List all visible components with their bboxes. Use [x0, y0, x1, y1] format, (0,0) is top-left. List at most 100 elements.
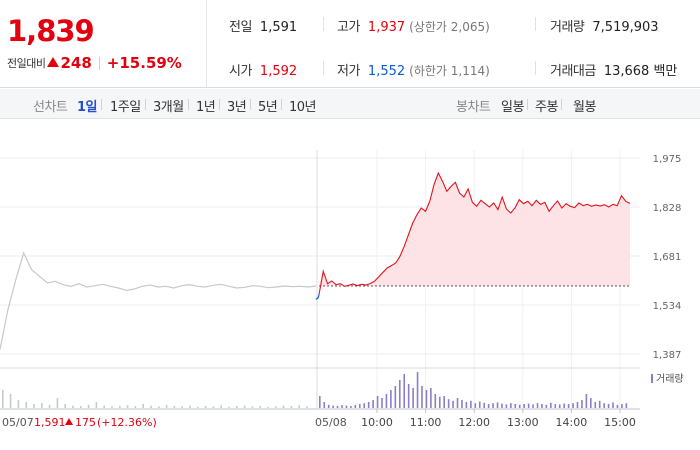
stat-open: 시가 1,592: [229, 60, 297, 79]
tab-1y[interactable]: 1년: [196, 100, 216, 115]
volume-bar: [243, 405, 246, 408]
volume-bar: [236, 406, 238, 408]
tab-divider: [219, 99, 220, 110]
stat-label: 거래대금: [550, 64, 596, 79]
divider: [535, 17, 536, 31]
volume-bar: [558, 404, 561, 408]
volume-bar: [496, 402, 499, 408]
tab-1w[interactable]: 1주일: [110, 100, 141, 115]
y-tick-label: 1,681: [653, 252, 682, 263]
volume-bar: [142, 404, 144, 408]
today-price-line: [318, 171, 631, 295]
volume-bar: [363, 403, 366, 408]
volume-bar: [407, 384, 410, 408]
volume-bar: [550, 402, 552, 408]
tab-divider: [188, 99, 189, 110]
x-tick-label: 13:00: [507, 416, 539, 429]
change-label: 전일대비: [7, 57, 46, 70]
volume-bar: [541, 404, 543, 408]
upper-limit: (상한가 2,065): [409, 20, 490, 34]
tab-1d[interactable]: 1일: [77, 100, 98, 115]
tab-divider: [101, 99, 102, 110]
tab-10y[interactable]: 10년: [289, 100, 317, 115]
volume-bar: [197, 406, 199, 408]
change-row: 전일대비 248 +15.59%: [7, 54, 182, 72]
stat-volume: 거래량 7,519,903: [550, 16, 659, 35]
tab-3m[interactable]: 3개월: [153, 100, 184, 115]
tab-5y[interactable]: 5년: [258, 100, 278, 115]
change-amount: 248: [60, 54, 92, 72]
volume-bar: [527, 403, 530, 408]
volume-bar: [367, 402, 370, 408]
volume-bar: [56, 398, 59, 408]
divider: [323, 61, 324, 75]
volume-bar: [523, 404, 525, 408]
volume-bar: [173, 406, 176, 408]
volume-bar: [134, 406, 137, 408]
volume-bar: [434, 394, 437, 408]
volume-bar: [590, 398, 592, 408]
volume-bar: [585, 394, 588, 408]
tab-divider: [145, 99, 146, 110]
volume-bar: [298, 405, 300, 408]
volume-bar: [332, 405, 334, 408]
volume-bar: [421, 386, 423, 408]
volume-bar: [425, 390, 428, 408]
volume-bar: [220, 405, 222, 408]
x-tick-label: 12:00: [458, 416, 490, 429]
volume-bar: [510, 403, 512, 408]
lower-limit: (하한가 1,114): [409, 64, 490, 78]
volume-bar: [505, 404, 508, 408]
y-tick-label: 1,387: [653, 350, 682, 361]
prev-day-close: 1,591: [34, 416, 66, 429]
volume-bar: [282, 405, 285, 408]
stat-value: 1,592: [259, 64, 298, 79]
volume-bar: [567, 404, 570, 408]
volume-bar: [398, 380, 401, 408]
volume-bar: [478, 401, 481, 408]
tab-monthly-candle[interactable]: 월봉: [573, 100, 596, 115]
volume-bar: [581, 400, 583, 408]
candle-chart-label: 봉차트: [456, 100, 491, 115]
volume-bar: [616, 404, 619, 408]
volume-bar: [518, 404, 521, 408]
tab-daily-candle[interactable]: 일봉: [501, 100, 524, 115]
stat-value: 13,668 백만: [603, 64, 678, 79]
volume-bar: [403, 374, 406, 408]
volume-bar: [87, 404, 90, 408]
volume-bar: [228, 406, 230, 408]
stat-low: 저가 1,552 (하한가 1,114): [337, 60, 490, 79]
stat-value: 1,591: [259, 20, 298, 35]
tab-divider: [561, 99, 562, 110]
x-tick-label: 11:00: [410, 416, 442, 429]
volume-bar: [48, 404, 51, 408]
tab-divider: [281, 99, 282, 110]
x-axis-ticks: 10:00 11:00 12:00 13:00 14:00 15:00: [361, 409, 636, 429]
prev-day-change: 175: [75, 416, 96, 429]
prev-day-summary: 05/07 1,591 175 (+12.36%): [2, 416, 157, 429]
volume-bar: [514, 404, 517, 408]
change-percent: +15.59%: [106, 54, 182, 72]
volume-bar: [532, 404, 534, 408]
prev-day-date: 05/07: [2, 416, 34, 429]
x-tick-label: 10:00: [361, 416, 393, 429]
volume-bar: [563, 403, 565, 408]
volume-bar: [492, 403, 494, 408]
x-tick-label: 14:00: [556, 416, 588, 429]
volume-bar: [572, 403, 574, 408]
volume-bar: [336, 406, 339, 408]
volume-bar: [438, 396, 441, 408]
volume-bar: [327, 404, 330, 408]
prev-day-change-percent: (+12.36%): [97, 416, 157, 429]
tab-3y[interactable]: 3년: [227, 100, 247, 115]
volume-bar: [95, 402, 98, 408]
volume-bar: [111, 406, 113, 408]
y-tick-label: 1,975: [653, 154, 682, 165]
volume-bar: [474, 403, 477, 408]
quote-panel: 1,839 전일대비 248 +15.59% 전일 1,591 고가 1,937…: [0, 0, 700, 88]
volume-bar: [345, 405, 348, 408]
price-points: [315, 294, 320, 300]
tab-weekly-candle[interactable]: 주봉: [535, 100, 558, 115]
stat-label: 전일: [229, 20, 252, 35]
intraday-chart: 1,975 1,828 1,681 1,534 1,387 거래량 10:00 11:00…: [0, 150, 684, 429]
